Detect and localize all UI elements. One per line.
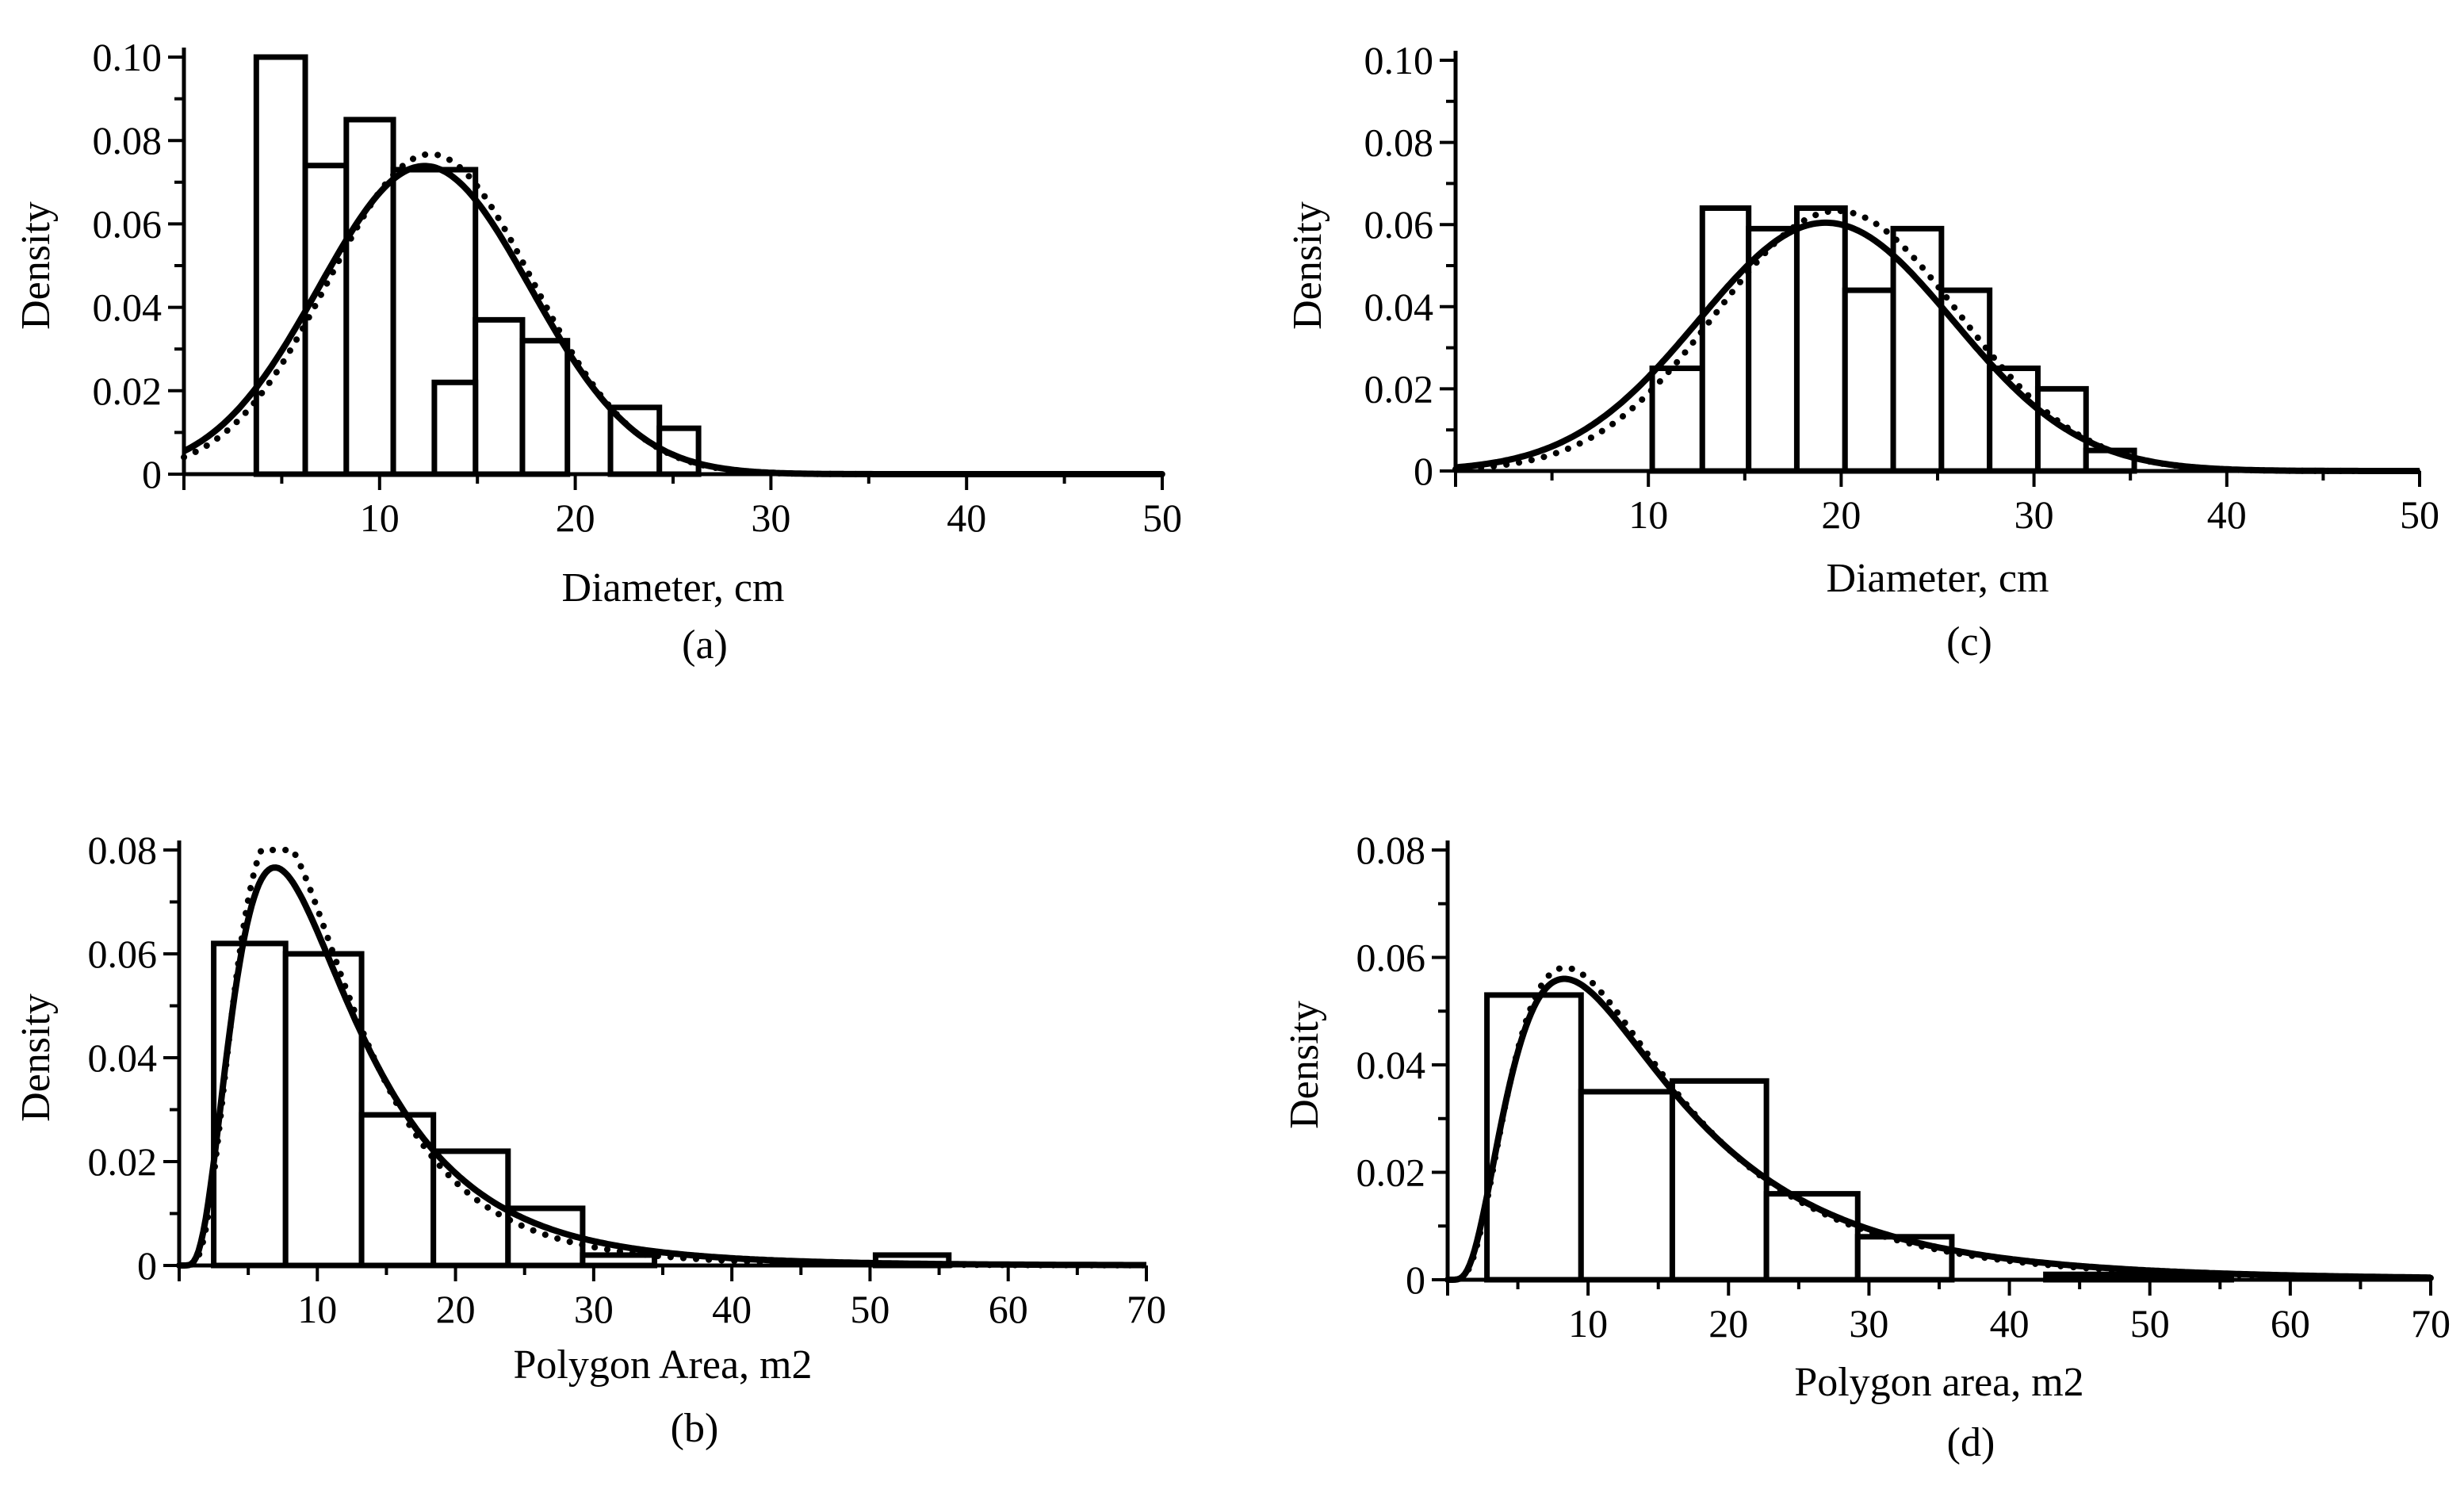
y-tick-label: 0 [1406,1258,1425,1302]
y-tick-label: 0.06 [1356,936,1426,980]
x-tick-label: 10 [297,1287,337,1331]
histogram-bar [302,163,350,477]
y-axis-label: Density [1282,1001,1327,1129]
y-tick-label: 0.08 [1364,121,1434,165]
y-axis-label: Density [13,994,59,1122]
x-tick-label: 20 [556,496,595,540]
y-tick-label: 0 [1414,449,1433,493]
x-tick-label: 10 [360,496,400,540]
chart-b: 10 20 30 40 50 60 70 0 0.02 0.04 0.06 0.08 Polygon A… [13,828,1166,1451]
x-tick-label: 40 [947,496,986,540]
histogram-bar [253,54,308,477]
x-tick-label: 70 [1127,1287,1166,1331]
x-axis-label: Diameter, cm [562,565,785,611]
x-tick-label: 50 [2400,492,2439,537]
y-tick-label: 0.08 [88,828,158,872]
histogram-bar [1649,366,1705,474]
x-tick-label: 40 [1990,1301,2030,1346]
histogram-bar [343,117,396,477]
chart-c: 10 20 30 40 50 0 0.02 0.04 0.06 0.08 0.10 Diameter,… [1285,38,2439,664]
panel-label: (c) [1946,619,1992,664]
x-tick-label: 30 [2014,492,2054,537]
x-tick-label: 50 [1142,496,1182,540]
y-tick-label: 0.02 [88,1139,158,1184]
panel-label: (b) [671,1406,719,1451]
histogram-bar [473,316,526,477]
y-axis-label: Density [1285,201,1330,330]
x-axis-label: Diameter, cm [1827,556,2049,601]
histogram-bar [430,1148,511,1269]
x-tick-label: 30 [1849,1301,1888,1346]
x-tick-label: 10 [1568,1301,1608,1346]
x-tick-label: 20 [1708,1301,1748,1346]
x-tick-label: 60 [989,1287,1028,1331]
x-tick-label: 20 [1821,492,1861,537]
y-axis-label: Density [13,201,59,330]
y-tick-label: 0.06 [1364,202,1434,247]
x-axis-label: Polygon Area, m2 [514,1342,813,1388]
fitted-curve-dotted [1452,208,2423,474]
chart-d: 10 20 30 40 50 60 70 0 0.02 0.04 0.06 0.08 Polygon a… [1282,828,2451,1465]
y-tick-label: 0.08 [1356,828,1426,872]
y-tick-label: 0.10 [93,35,163,79]
histogram-bar [1578,1089,1675,1283]
y-tick-label: 0.04 [1364,285,1434,329]
histogram-bar [1699,205,1752,474]
fitted-curve-dotted [1444,964,2434,1283]
x-tick-label: 50 [2130,1301,2170,1346]
histogram-bar [1842,287,1896,474]
y-tick-label: 0.06 [93,201,163,246]
y-tick-label: 0.04 [88,1036,158,1080]
histogram-bar [1793,205,1848,474]
y-tick-label: 0.06 [88,932,158,976]
y-tick-label: 0.02 [93,369,163,413]
y-tick-label: 0 [142,452,162,496]
panel-label: (a) [682,622,728,668]
histogram-bar [431,379,479,477]
x-tick-label: 40 [2207,492,2247,537]
y-tick-label: 0.04 [1356,1043,1426,1087]
histogram-bar [1854,1234,1955,1283]
y-tick-label: 0.08 [93,118,163,163]
y-tick-label: 0.02 [1356,1151,1426,1195]
x-tick-label: 60 [2271,1301,2310,1346]
x-tick-label: 30 [751,496,790,540]
x-tick-label: 50 [850,1287,890,1331]
x-tick-label: 40 [712,1287,752,1331]
histogram-bar [519,338,571,477]
x-tick-label: 10 [1628,492,1668,537]
x-tick-label: 70 [2411,1301,2451,1346]
x-tick-label: 20 [436,1287,476,1331]
fitted-curve-dotted [176,847,1150,1269]
y-tick-label: 0.04 [93,285,163,330]
y-tick-label: 0.02 [1364,366,1434,411]
panel-label: (d) [1947,1420,1995,1465]
chart-a: 10 20 30 40 50 0 0.02 0.04 0.06 0.08 0.10 Diameter,… [13,35,1182,668]
x-axis-label: Polygon area, m2 [1794,1360,2083,1405]
y-tick-label: 0.10 [1364,38,1434,82]
y-tick-label: 0 [137,1243,157,1288]
x-tick-label: 30 [574,1287,614,1331]
